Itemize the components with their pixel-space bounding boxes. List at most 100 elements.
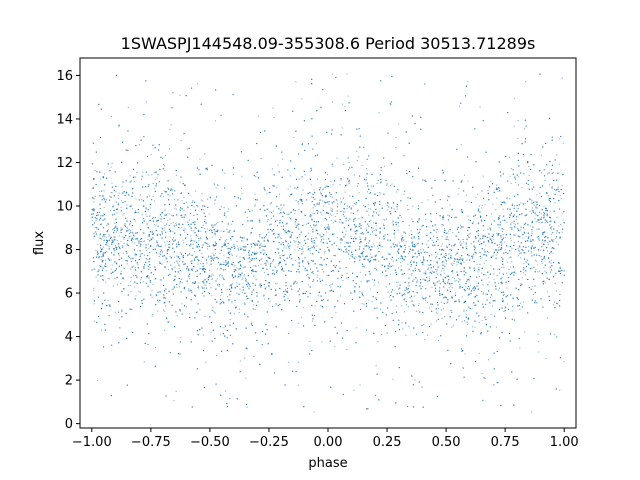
data-point	[133, 265, 135, 267]
data-point	[222, 283, 224, 286]
data-point	[504, 307, 506, 309]
data-point	[387, 209, 389, 211]
data-point	[107, 299, 109, 301]
data-point	[427, 199, 429, 201]
data-point	[413, 237, 415, 239]
data-point	[554, 282, 556, 284]
data-point	[152, 182, 154, 185]
data-point	[489, 238, 491, 240]
data-point	[307, 269, 309, 271]
data-point	[499, 287, 501, 289]
data-point	[458, 278, 460, 280]
data-point	[183, 196, 185, 198]
data-point	[523, 232, 525, 235]
data-point	[127, 237, 129, 239]
data-point	[107, 278, 109, 280]
data-point	[448, 230, 450, 232]
data-point	[367, 242, 370, 244]
data-point	[219, 253, 221, 255]
data-point	[501, 242, 503, 244]
data-point	[122, 252, 125, 254]
data-point	[403, 258, 405, 260]
data-point	[151, 174, 153, 176]
data-point	[114, 312, 116, 314]
data-point	[525, 236, 527, 238]
data-point	[294, 212, 296, 215]
data-point	[392, 265, 394, 267]
data-point	[359, 384, 361, 386]
data-point	[530, 252, 532, 254]
data-point	[295, 200, 297, 202]
data-point	[312, 238, 314, 240]
data-point	[143, 240, 145, 242]
data-point	[246, 281, 248, 283]
data-point	[465, 243, 467, 245]
data-point	[284, 231, 286, 233]
data-point	[118, 319, 120, 321]
data-point	[532, 293, 535, 296]
data-point	[459, 224, 462, 226]
data-point	[535, 214, 537, 216]
data-point	[261, 267, 263, 270]
data-point	[153, 224, 155, 226]
data-point	[466, 259, 468, 261]
data-point	[418, 303, 420, 305]
data-point	[215, 355, 218, 357]
data-point	[317, 203, 319, 205]
data-point	[316, 178, 319, 180]
data-point	[393, 208, 395, 210]
data-point	[513, 222, 515, 224]
data-point	[511, 226, 513, 228]
data-point	[152, 195, 154, 197]
data-point	[247, 285, 249, 288]
data-point	[530, 199, 532, 201]
data-point	[193, 206, 195, 208]
data-point	[158, 253, 160, 255]
data-point	[243, 302, 245, 304]
data-point	[191, 229, 193, 232]
data-point	[210, 257, 212, 259]
data-point	[425, 273, 427, 275]
data-point	[298, 249, 300, 251]
data-point	[489, 302, 491, 304]
data-point	[331, 233, 334, 235]
data-point	[330, 181, 332, 183]
data-point	[234, 276, 237, 278]
data-point	[130, 180, 133, 182]
data-point	[386, 183, 388, 185]
data-point	[336, 245, 338, 247]
data-point	[540, 154, 542, 156]
data-point	[375, 365, 377, 367]
data-point	[461, 320, 463, 322]
data-point	[517, 120, 519, 122]
data-point	[408, 224, 410, 227]
data-point	[431, 270, 433, 272]
data-point	[321, 268, 323, 271]
data-point	[449, 283, 451, 285]
data-point	[345, 251, 347, 253]
data-point	[233, 230, 236, 232]
data-point	[319, 191, 322, 193]
data-point	[141, 198, 143, 200]
data-point	[267, 238, 269, 241]
data-point	[348, 162, 350, 164]
data-point	[435, 213, 437, 215]
data-point	[456, 261, 458, 263]
data-point	[164, 224, 166, 226]
data-point	[114, 277, 116, 279]
data-point	[495, 208, 497, 211]
data-point	[114, 226, 116, 228]
data-point	[106, 244, 108, 246]
data-point	[411, 218, 413, 220]
data-point	[547, 243, 550, 246]
data-point	[145, 101, 147, 103]
data-point	[528, 174, 530, 177]
data-point	[397, 281, 399, 283]
data-point	[295, 280, 297, 282]
data-point	[302, 142, 304, 145]
data-point	[231, 223, 233, 225]
data-point	[326, 231, 328, 233]
data-point	[211, 295, 213, 297]
data-point	[106, 236, 108, 238]
data-point	[190, 238, 192, 240]
